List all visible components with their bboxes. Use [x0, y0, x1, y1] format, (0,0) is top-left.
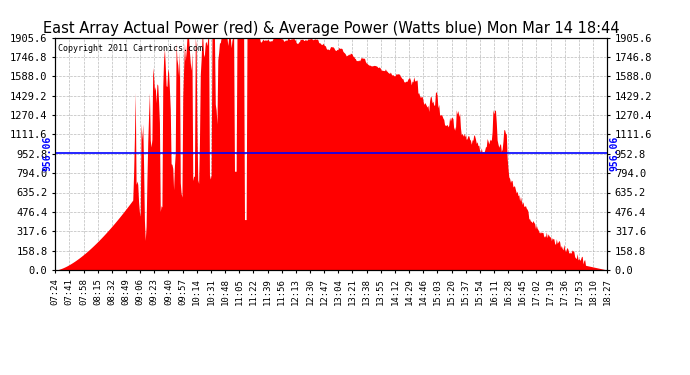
- Title: East Array Actual Power (red) & Average Power (Watts blue) Mon Mar 14 18:44: East Array Actual Power (red) & Average …: [43, 21, 620, 36]
- Text: 956.06: 956.06: [610, 136, 620, 171]
- Text: Copyright 2011 Cartronics.com: Copyright 2011 Cartronics.com: [58, 45, 203, 54]
- Text: 956.06: 956.06: [43, 136, 52, 171]
